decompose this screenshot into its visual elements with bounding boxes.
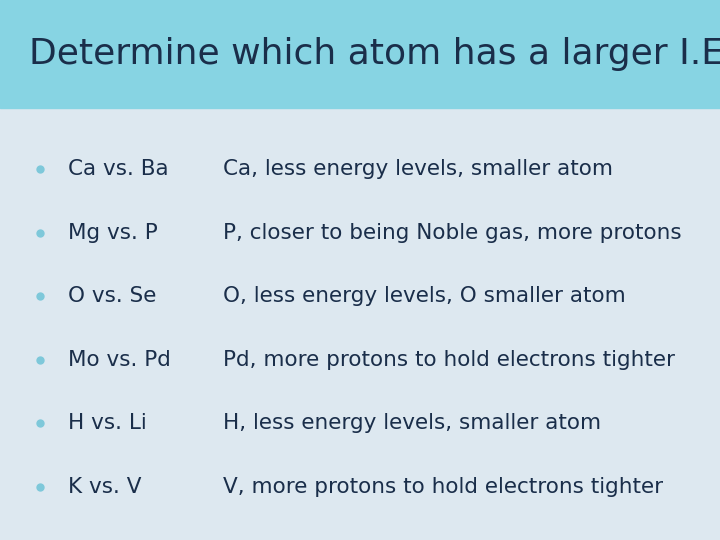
Text: P, closer to being Noble gas, more protons: P, closer to being Noble gas, more proto… bbox=[223, 223, 682, 243]
Text: H vs. Li: H vs. Li bbox=[68, 413, 147, 433]
Text: H, less energy levels, smaller atom: H, less energy levels, smaller atom bbox=[223, 413, 601, 433]
Text: O vs. Se: O vs. Se bbox=[68, 286, 157, 306]
Text: Mo vs. Pd: Mo vs. Pd bbox=[68, 350, 171, 370]
Text: Ca vs. Ba: Ca vs. Ba bbox=[68, 159, 169, 179]
Text: O, less energy levels, O smaller atom: O, less energy levels, O smaller atom bbox=[223, 286, 626, 306]
Text: V, more protons to hold electrons tighter: V, more protons to hold electrons tighte… bbox=[223, 477, 663, 497]
Bar bbox=[0, 0, 720, 108]
Text: Ca, less energy levels, smaller atom: Ca, less energy levels, smaller atom bbox=[223, 159, 613, 179]
Text: K vs. V: K vs. V bbox=[68, 477, 142, 497]
Text: Mg vs. P: Mg vs. P bbox=[68, 223, 158, 243]
Text: Determine which atom has a larger I.E.: Determine which atom has a larger I.E. bbox=[29, 37, 720, 71]
Text: Pd, more protons to hold electrons tighter: Pd, more protons to hold electrons tight… bbox=[223, 350, 675, 370]
